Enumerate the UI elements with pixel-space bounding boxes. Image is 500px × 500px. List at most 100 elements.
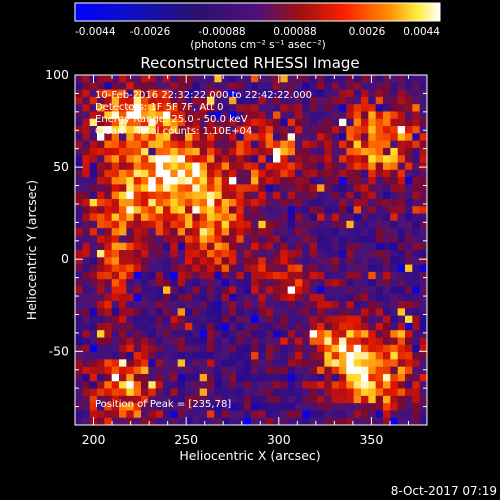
heatmap-cell: [185, 337, 193, 346]
heatmap-cell: [155, 257, 164, 265]
heatmap-cell: [75, 118, 83, 127]
heatmap-cell: [287, 191, 296, 200]
heatmap-cell: [155, 198, 164, 207]
heatmap-cell: [133, 301, 142, 309]
heatmap-cell: [339, 308, 347, 317]
heatmap-cell: [331, 191, 340, 200]
heatmap-cell: [405, 322, 413, 331]
heatmap-cell: [170, 330, 179, 338]
heatmap-cell: [265, 395, 274, 404]
heatmap-cell: [280, 111, 289, 120]
heatmap-cell: [405, 169, 413, 178]
heatmap-cell: [207, 315, 215, 324]
heatmap-cell: [89, 322, 98, 331]
heatmap-cell: [287, 330, 296, 338]
heatmap-cell: [104, 75, 113, 83]
heatmap-cell: [221, 337, 230, 346]
heatmap-cell: [397, 257, 406, 265]
heatmap-cell: [361, 198, 369, 207]
heatmap-cell: [236, 75, 245, 83]
heatmap-cell: [221, 330, 230, 338]
heatmap-cell: [383, 359, 391, 368]
heatmap-cell: [287, 111, 296, 120]
heatmap-cell: [192, 133, 201, 142]
heatmap-cell: [199, 293, 208, 302]
heatmap-cell: [126, 133, 135, 142]
heatmap-cell: [111, 359, 120, 368]
heatmap-cell: [273, 228, 281, 236]
heatmap-cell: [258, 96, 267, 105]
heatmap-cell: [287, 147, 296, 156]
heatmap-cell: [163, 330, 171, 338]
heatmap-cell: [317, 344, 325, 353]
heatmap-cell: [243, 373, 252, 382]
heatmap-cell: [229, 322, 237, 331]
heatmap-cell: [317, 395, 325, 404]
heatmap-cell: [199, 235, 208, 244]
heatmap-cell: [361, 147, 369, 156]
heatmap-cell: [265, 242, 274, 251]
heatmap-cell: [104, 111, 113, 120]
heatmap-cell: [273, 388, 281, 397]
heatmap-cell: [383, 315, 391, 324]
heatmap-cell: [383, 184, 391, 193]
heatmap-cell: [229, 271, 237, 280]
heatmap-cell: [155, 104, 164, 112]
x-axis-ticks: 200 250 300 350: [74, 75, 428, 447]
heatmap-cell: [97, 242, 105, 251]
heatmap-cell: [353, 308, 362, 317]
heatmap-cell: [295, 257, 303, 265]
heatmap-cell: [185, 155, 193, 163]
heatmap-cell: [148, 184, 157, 193]
heatmap-cell: [221, 220, 230, 229]
heatmap-cell: [302, 286, 311, 295]
heatmap-cell: [243, 162, 252, 171]
heatmap-cell: [207, 403, 215, 411]
heatmap-cell: [163, 395, 171, 404]
heatmap-cell: [185, 118, 193, 127]
heatmap-cell: [273, 147, 281, 156]
heatmap-cell: [324, 373, 333, 382]
heatmap-cell: [280, 359, 289, 368]
heatmap-cell: [236, 184, 245, 193]
heatmap-cell: [163, 373, 171, 382]
heatmap-cell: [185, 184, 193, 193]
heatmap-cell: [331, 177, 340, 185]
heatmap-cell: [177, 301, 186, 309]
heatmap-cell: [361, 162, 369, 171]
heatmap-cell: [390, 279, 399, 287]
heatmap-cell: [375, 344, 384, 353]
heatmap-cell: [97, 344, 105, 353]
heatmap-cell: [302, 308, 311, 317]
heatmap-cell: [126, 126, 135, 134]
heatmap-cell: [295, 279, 303, 287]
heatmap-cell: [324, 198, 333, 207]
heatmap-cell: [192, 213, 201, 222]
heatmap-cell: [141, 118, 149, 127]
heatmap-cell: [368, 242, 377, 251]
heatmap-cell: [243, 344, 252, 353]
heatmap-cell: [155, 315, 164, 324]
heatmap-cell: [148, 111, 157, 120]
heatmap-cell: [236, 162, 245, 171]
heatmap-cell: [111, 293, 120, 302]
heatmap-cell: [111, 228, 120, 236]
heatmap-cell: [207, 235, 215, 244]
heatmap-cell: [273, 133, 281, 142]
heatmap-cell: [287, 198, 296, 207]
heatmap-cell: [133, 330, 142, 338]
heatmap-cell: [199, 352, 208, 360]
heatmap-cell: [148, 104, 157, 112]
heatmap-cell: [75, 337, 83, 346]
heatmap-cell: [273, 169, 281, 178]
heatmap-cell: [280, 337, 289, 346]
heatmap-cell: [185, 89, 193, 98]
heatmap-cell: [236, 169, 245, 178]
heatmap-cell: [111, 242, 120, 251]
heatmap-cell: [141, 344, 149, 353]
heatmap-cell: [405, 198, 413, 207]
heatmap-cell: [280, 286, 289, 295]
heatmap-cell: [243, 96, 252, 105]
heatmap-cell: [192, 330, 201, 338]
heatmap-cell: [199, 118, 208, 127]
